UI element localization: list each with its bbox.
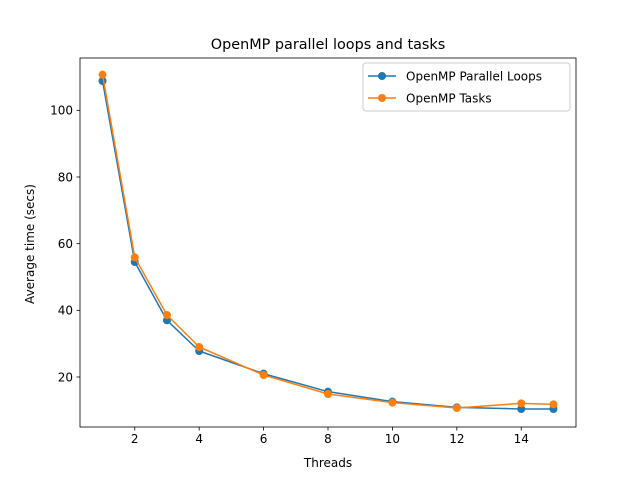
- data-point: [98, 70, 107, 79]
- x-tick-label: 2: [131, 432, 139, 446]
- series-line: [101, 74, 554, 409]
- x-tick-label: 4: [195, 432, 203, 446]
- data-point: [517, 399, 526, 408]
- x-axis-ticks: 2 4 6 8 10 12 14: [131, 427, 529, 446]
- x-tick-label: 8: [324, 432, 332, 446]
- legend-marker: [378, 72, 386, 80]
- y-tick-label: 20: [58, 370, 73, 384]
- y-tick-label: 100: [50, 104, 73, 118]
- legend-box: [362, 62, 571, 112]
- data-point: [195, 343, 204, 351]
- plot-area-frame: [79, 57, 577, 428]
- legend-label: OpenMP Tasks: [406, 91, 492, 105]
- data-point: [259, 371, 268, 379]
- data-point: [162, 311, 171, 319]
- series-2: [98, 70, 558, 412]
- data-point: [324, 390, 332, 398]
- y-tick-label: 80: [58, 170, 73, 184]
- x-tick-label: 14: [514, 432, 529, 446]
- data-point: [388, 398, 397, 407]
- x-tick-label: 10: [385, 432, 400, 446]
- chart-title: OpenMP parallel loops and tasks: [211, 37, 445, 53]
- legend: OpenMP Parallel Loops OpenMP Tasks: [362, 62, 571, 112]
- legend-marker: [378, 94, 386, 102]
- data-point: [517, 405, 526, 413]
- data-point: [130, 253, 139, 262]
- y-tick-label: 60: [58, 237, 73, 251]
- data-point: [549, 400, 558, 409]
- y-axis-ticks: 20 40 60 80 100: [50, 104, 80, 384]
- y-tick-label: 40: [58, 304, 73, 318]
- y-axis-label: Average time (secs): [23, 184, 37, 304]
- series-layer: [98, 70, 558, 413]
- x-tick-label: 12: [449, 432, 464, 446]
- legend-label: OpenMP Parallel Loops: [406, 69, 542, 83]
- x-axis-label: Threads: [303, 456, 352, 470]
- data-point: [452, 404, 461, 412]
- x-tick-label: 6: [260, 432, 268, 446]
- series-line: [101, 80, 554, 410]
